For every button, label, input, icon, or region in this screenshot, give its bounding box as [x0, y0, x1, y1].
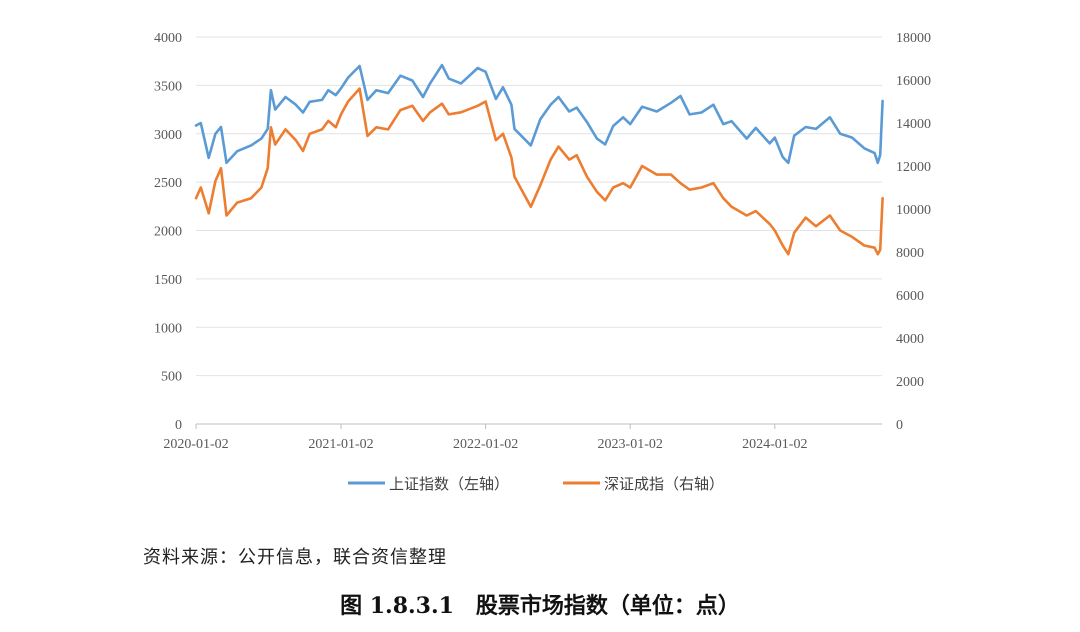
- right-tick-label: 16000: [896, 74, 931, 89]
- right-tick-label: 2000: [896, 375, 924, 390]
- x-tick-label: 2020-01-02: [163, 437, 228, 452]
- left-axis-ticks: 0 500 1000 1500 2000 2500 3000 3500 4000: [154, 31, 182, 433]
- right-tick-label: 12000: [896, 160, 931, 175]
- left-tick-label: 1000: [154, 321, 182, 336]
- left-tick-label: 4000: [154, 31, 182, 46]
- series-lines: [194, 63, 884, 256]
- right-axis-ticks: 0 2000 4000 6000 8000 10000 12000 14000 16000 180…: [896, 31, 931, 433]
- right-tick-label: 4000: [896, 332, 924, 347]
- stock-index-chart: 0 500 1000 1500 2000 2500 3000 3500 4000 0 2000 40…: [154, 31, 931, 493]
- x-tick-label: 2022-01-02: [453, 437, 518, 452]
- right-tick-label: 18000: [896, 31, 931, 46]
- left-tick-label: 2500: [154, 176, 182, 191]
- right-tick-label: 10000: [896, 203, 931, 218]
- left-tick-label: 500: [161, 370, 182, 385]
- x-tick-label: 2024-01-02: [742, 437, 807, 452]
- x-tick-label: 2023-01-02: [598, 437, 663, 452]
- left-tick-label: 0: [175, 418, 182, 433]
- grid-lines: [196, 36, 882, 425]
- right-tick-label: 6000: [896, 289, 924, 304]
- right-tick-label: 14000: [896, 117, 931, 132]
- series-line-2: [194, 87, 884, 256]
- right-tick-label: 8000: [896, 246, 924, 261]
- legend: 上证指数（左轴） 深证成指（右轴）: [348, 475, 724, 493]
- figure-caption: 图 1.8.3.1 股票市场指数（单位：点）: [340, 593, 740, 619]
- legend-label: 上证指数（左轴）: [389, 475, 509, 493]
- left-tick-label: 1500: [154, 273, 182, 288]
- source-note: 资料来源：公开信息，联合资信整理: [143, 547, 447, 568]
- right-tick-label: 0: [896, 418, 903, 433]
- series-line-1: [194, 63, 884, 165]
- x-axis-ticks: 2020-01-02 2021-01-02 2022-01-02 2023-01-02…: [163, 424, 807, 452]
- legend-label: 深证成指（右轴）: [604, 475, 724, 493]
- left-tick-label: 3000: [154, 128, 182, 143]
- left-tick-label: 3500: [154, 79, 182, 94]
- left-tick-label: 2000: [154, 225, 182, 240]
- x-tick-label: 2021-01-02: [308, 437, 373, 452]
